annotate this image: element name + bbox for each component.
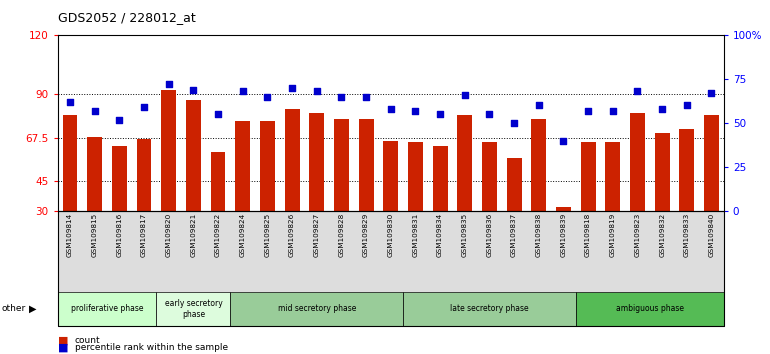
Bar (482, 142, 497, 211)
Text: GSM109827: GSM109827 (313, 212, 320, 257)
Text: GSM109838: GSM109838 (536, 212, 542, 257)
Bar (359, 119, 373, 211)
Bar (334, 119, 349, 211)
Text: ■: ■ (58, 343, 69, 353)
Point (607, 108, 619, 114)
Point (212, 112, 224, 117)
Point (64, 99, 76, 105)
Point (508, 120, 521, 126)
Text: GSM109815: GSM109815 (92, 212, 98, 257)
Point (89, 108, 101, 114)
Text: GSM109817: GSM109817 (141, 212, 147, 257)
Bar (260, 121, 275, 211)
Point (705, 90, 718, 96)
Text: mid secretory phase: mid secretory phase (277, 304, 356, 313)
Text: GSM109826: GSM109826 (289, 212, 295, 257)
Text: GSM109839: GSM109839 (561, 212, 567, 257)
Bar (679, 129, 695, 211)
Text: GSM109822: GSM109822 (215, 212, 221, 257)
Point (484, 112, 496, 117)
Text: GDS2052 / 228012_at: GDS2052 / 228012_at (58, 11, 196, 24)
Text: GSM109829: GSM109829 (363, 212, 369, 257)
Text: GSM109831: GSM109831 (413, 212, 418, 257)
Text: GSM109819: GSM109819 (610, 212, 616, 257)
Point (410, 108, 422, 114)
Bar (310, 113, 324, 211)
Bar (581, 142, 595, 211)
Point (533, 103, 545, 108)
Text: GSM109840: GSM109840 (708, 212, 715, 257)
Bar (87, 137, 102, 211)
Point (261, 94, 273, 99)
Text: percentile rank within the sample: percentile rank within the sample (75, 343, 228, 352)
Text: GSM109814: GSM109814 (67, 212, 73, 257)
Point (187, 87, 199, 92)
Text: GSM109825: GSM109825 (264, 212, 270, 257)
Point (138, 104, 150, 110)
Text: ■: ■ (58, 336, 69, 346)
Bar (433, 147, 447, 211)
Point (631, 88, 644, 94)
Text: late secretory phase: late secretory phase (450, 304, 529, 313)
Bar (137, 138, 152, 211)
Text: GSM109834: GSM109834 (437, 212, 443, 257)
Text: proliferative phase: proliferative phase (71, 304, 143, 313)
Point (384, 106, 397, 112)
Bar (186, 100, 201, 211)
Bar (605, 142, 620, 211)
Text: GSM109836: GSM109836 (487, 212, 493, 257)
Point (434, 112, 447, 117)
Point (656, 106, 668, 112)
Text: GSM109837: GSM109837 (511, 212, 517, 257)
Point (360, 94, 372, 99)
Bar (654, 133, 670, 211)
Text: count: count (75, 336, 100, 345)
Text: other: other (2, 304, 25, 313)
Text: GSM109824: GSM109824 (239, 212, 246, 257)
Text: GSM109828: GSM109828 (339, 212, 344, 257)
Text: GSM109835: GSM109835 (462, 212, 468, 257)
Text: GSM109816: GSM109816 (116, 212, 122, 257)
Point (681, 103, 693, 108)
Text: GSM109821: GSM109821 (190, 212, 196, 257)
Point (582, 108, 594, 114)
Bar (507, 158, 521, 211)
Bar (457, 115, 472, 211)
Text: ambiguous phase: ambiguous phase (616, 304, 684, 313)
Point (459, 92, 471, 98)
Text: GSM109823: GSM109823 (634, 212, 641, 257)
Text: GSM109818: GSM109818 (585, 212, 591, 257)
Bar (211, 152, 226, 211)
Text: GSM109830: GSM109830 (388, 212, 393, 257)
Point (162, 82, 175, 87)
Bar (62, 115, 78, 211)
Bar (162, 90, 176, 211)
Bar (531, 119, 546, 211)
Text: GSM109820: GSM109820 (166, 212, 172, 257)
Bar (704, 115, 719, 211)
Point (310, 88, 323, 94)
Bar (630, 113, 644, 211)
Point (236, 88, 249, 94)
Bar (112, 147, 127, 211)
Text: GSM109833: GSM109833 (684, 212, 690, 257)
Text: early secretory
phase: early secretory phase (165, 299, 223, 319)
Point (113, 117, 126, 122)
Bar (236, 121, 250, 211)
Point (335, 94, 347, 99)
Point (557, 138, 570, 143)
Text: ▶: ▶ (29, 304, 37, 314)
Bar (556, 207, 571, 211)
Point (286, 85, 298, 91)
Text: GSM109832: GSM109832 (659, 212, 665, 257)
Bar (408, 142, 423, 211)
Bar (383, 141, 398, 211)
Bar (285, 109, 300, 211)
